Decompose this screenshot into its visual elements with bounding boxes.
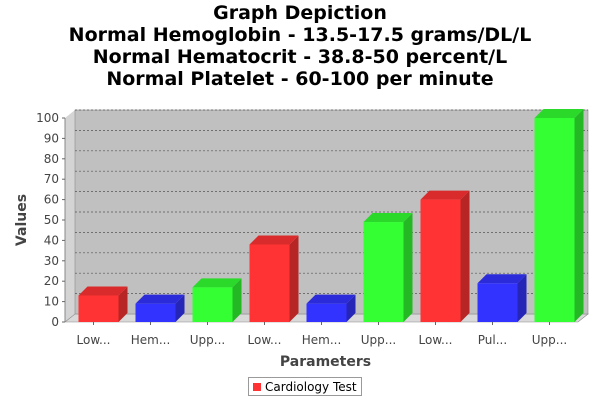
bar-top	[192, 278, 242, 288]
bar	[534, 118, 575, 322]
x-axis-label: Parameters	[280, 354, 371, 370]
y-tick-label: 70	[44, 172, 59, 186]
x-tick-label: Pul...	[478, 333, 507, 347]
plot-left-wall	[65, 110, 75, 322]
chart-title-line-4: Normal Platelet - 60-100 per minute	[106, 68, 494, 90]
legend-label: Cardiology Test	[265, 379, 357, 394]
chart-title-line-1: Graph Depiction	[213, 2, 387, 24]
legend: Cardiology Test	[248, 377, 362, 396]
bar	[78, 295, 119, 322]
y-tick-label: 90	[44, 131, 59, 145]
bar	[306, 303, 347, 322]
bar	[363, 222, 404, 322]
bar-side	[346, 294, 356, 322]
x-tick-label: Hem...	[131, 333, 171, 347]
bar	[192, 287, 233, 322]
x-tick-label: Hem...	[302, 333, 342, 347]
x-tick-label: Upp...	[190, 333, 225, 347]
chart-title-line-3: Normal Hematocrit - 38.8-50 percent/L	[92, 46, 508, 68]
bar-side	[403, 213, 413, 322]
bar-top	[306, 294, 356, 304]
bar	[249, 244, 290, 322]
bar	[135, 303, 176, 322]
y-tick-label: 40	[44, 233, 59, 247]
bar-top	[135, 294, 185, 304]
bar-side	[232, 278, 242, 322]
bar-top	[78, 286, 128, 296]
chart-title: Graph Depiction Normal Hemoglobin - 13.5…	[0, 2, 600, 90]
bar-side	[289, 235, 299, 322]
bar-top	[477, 274, 527, 284]
y-tick-label: 10	[44, 295, 59, 309]
bar-side	[118, 286, 128, 322]
bar-top	[534, 109, 584, 118]
bar-side	[574, 109, 584, 322]
bar-top	[420, 190, 470, 200]
bar-top	[249, 235, 299, 245]
y-tick-label: 100	[36, 111, 59, 125]
bar-top	[363, 213, 413, 223]
y-axis-label: Values	[14, 194, 30, 246]
y-tick-label: 0	[51, 315, 59, 329]
y-tick-label: 80	[44, 152, 59, 166]
bar-side	[517, 274, 527, 322]
x-tick-label: Upp...	[361, 333, 396, 347]
x-tick-label: Low...	[248, 333, 282, 347]
x-tick-label: Low...	[419, 333, 453, 347]
legend-swatch	[253, 382, 261, 391]
y-tick-label: 60	[44, 193, 59, 207]
y-tick-label: 50	[44, 213, 59, 227]
y-tick-label: 30	[44, 254, 59, 268]
bar	[477, 283, 518, 322]
bar-side	[460, 190, 470, 322]
chart-title-line-2: Normal Hemoglobin - 13.5-17.5 grams/DL/L	[68, 24, 532, 46]
y-tick-label: 20	[44, 274, 59, 288]
x-tick-label: Low...	[77, 333, 111, 347]
x-tick-label: Upp...	[532, 333, 567, 347]
bar-side	[175, 294, 185, 322]
bar	[420, 199, 461, 322]
